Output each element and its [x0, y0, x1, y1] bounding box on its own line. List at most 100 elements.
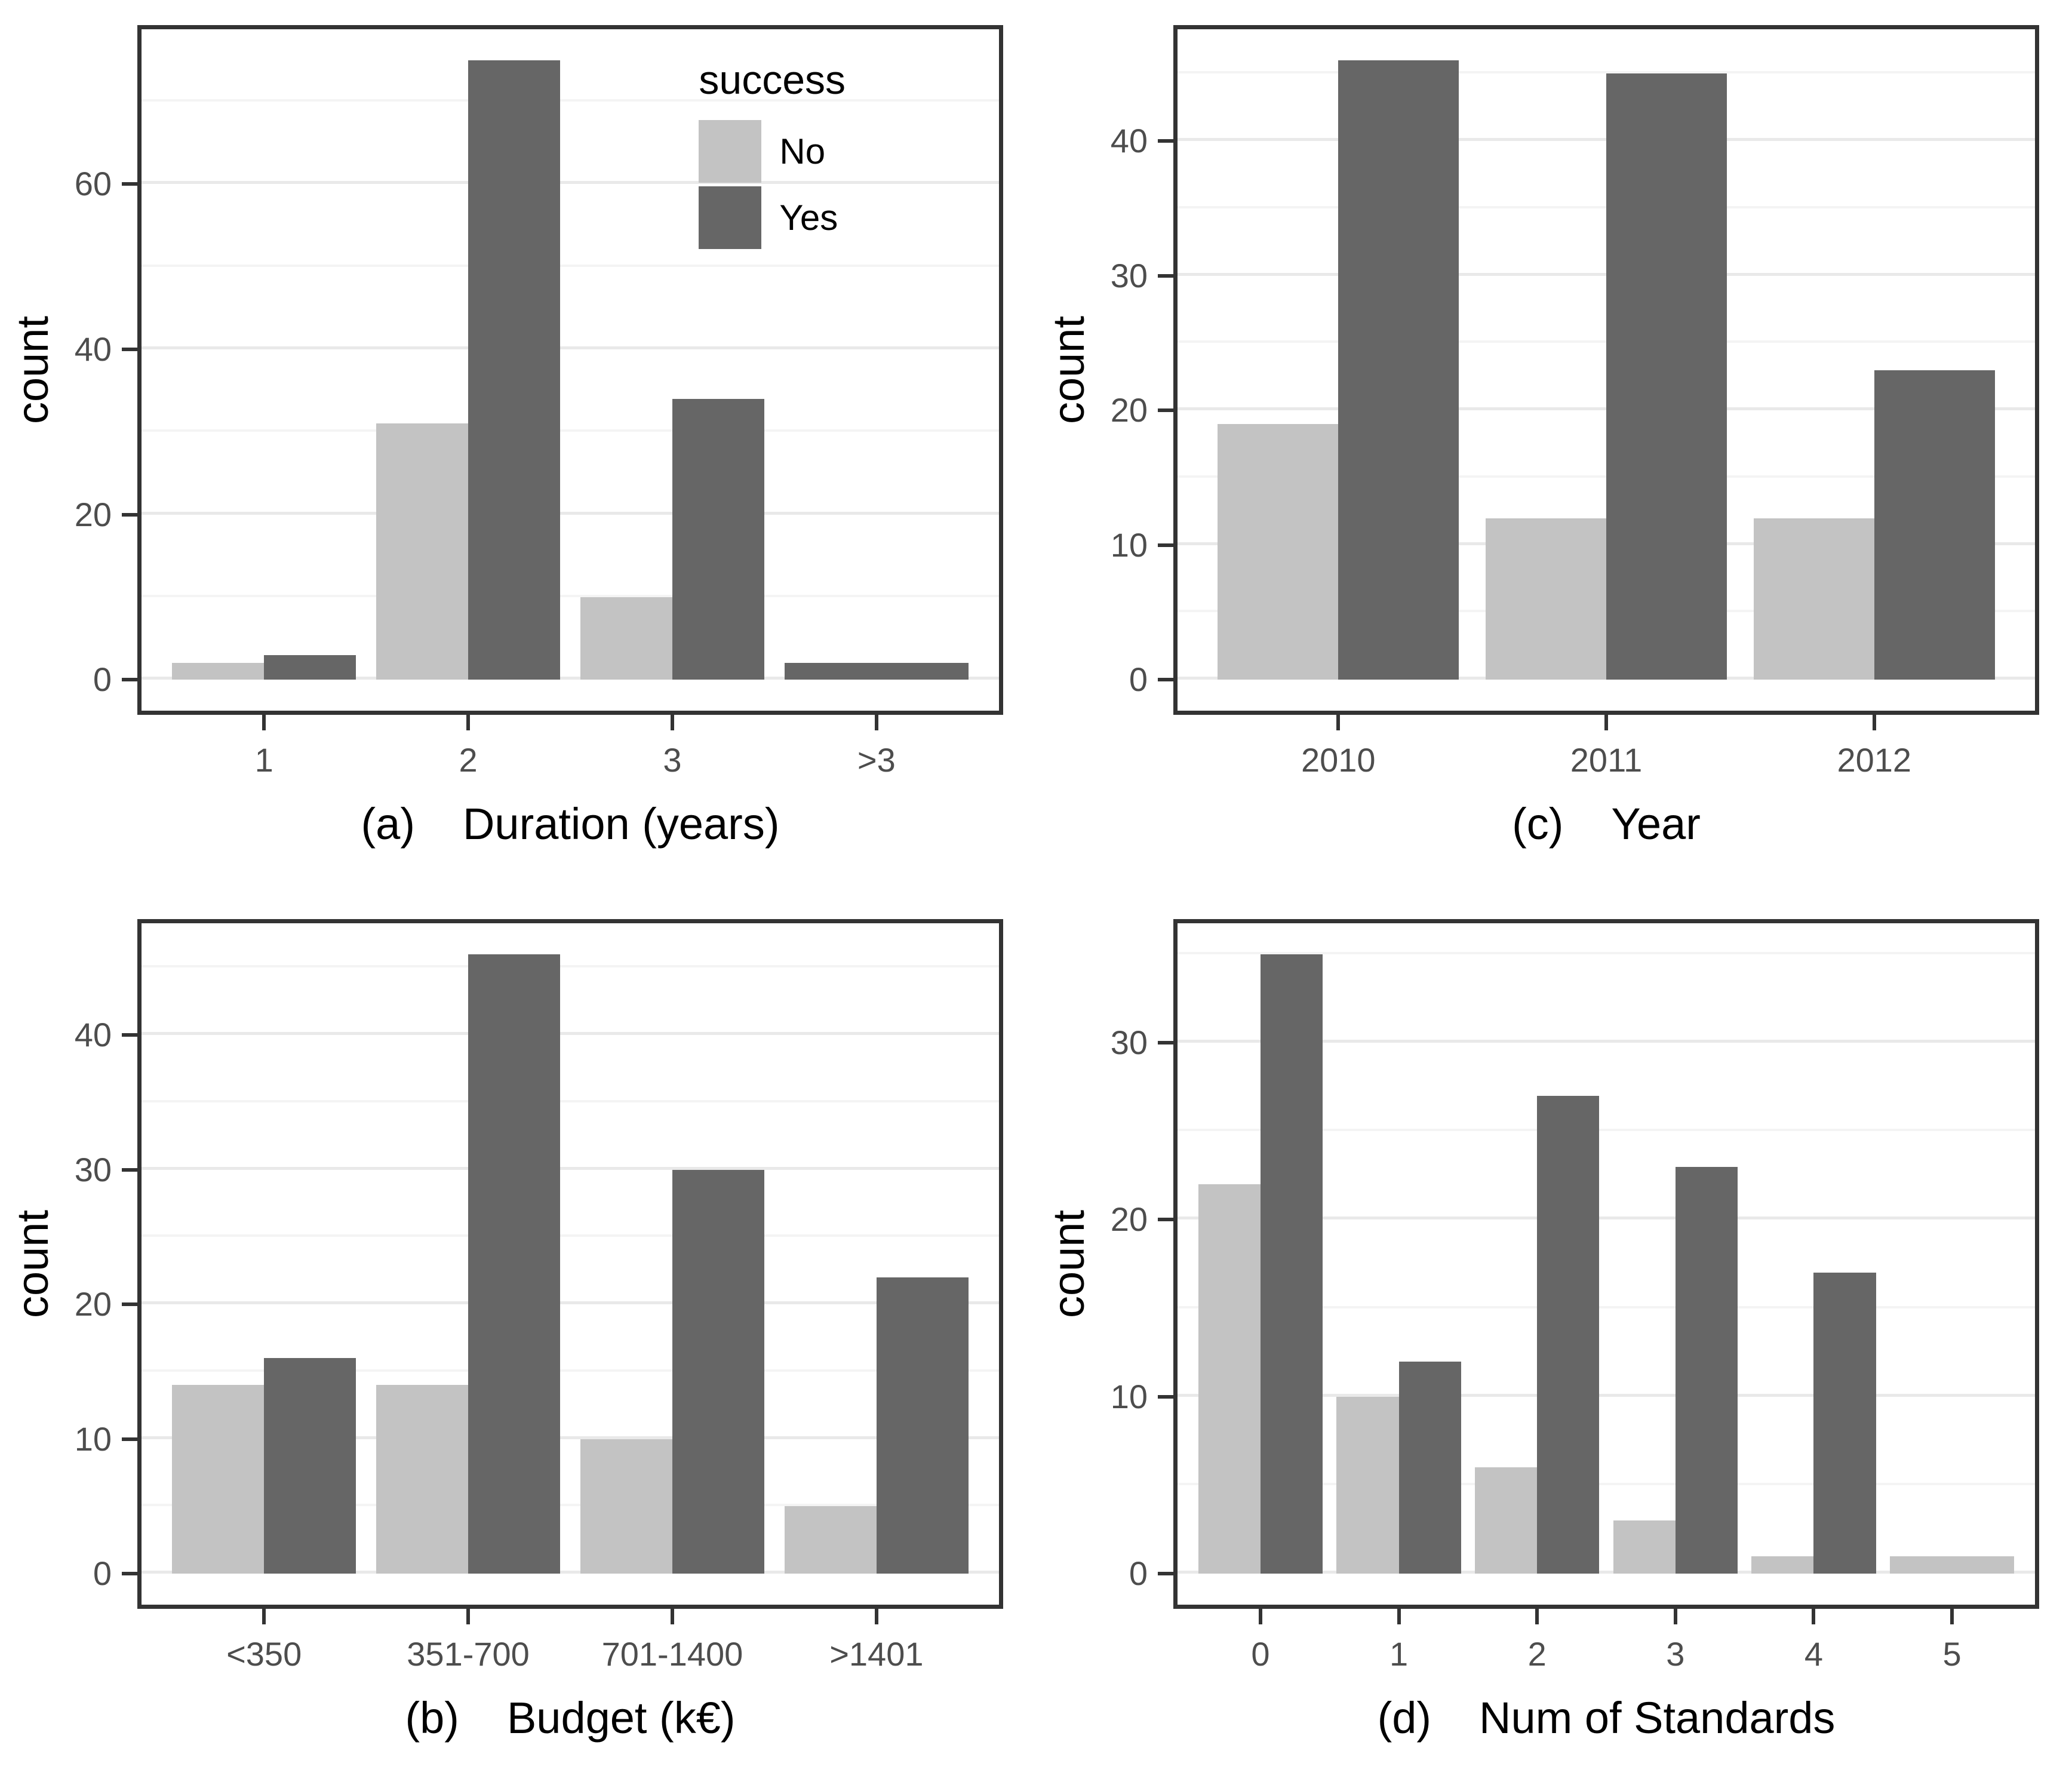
y-tick-label: 0	[1129, 660, 1148, 699]
bar-yes-3	[1675, 1166, 1738, 1574]
y-tick-label: 60	[74, 165, 112, 203]
y-tick-mark	[122, 678, 137, 682]
chart-d-standards: count 0 10 20 30 0 1 2 3 4 5 (d) Num of Standards	[1036, 894, 2072, 1788]
y-tick-label: 30	[1110, 1024, 1148, 1062]
y-tick-mark	[1158, 408, 1173, 413]
x-tick-mark	[670, 715, 674, 730]
y-tick-label: 20	[74, 1285, 112, 1323]
y-tick-mark	[1158, 1041, 1173, 1045]
caption-text: Duration (years)	[462, 799, 780, 849]
legend: success No Yes	[699, 57, 846, 253]
bar-no-2010	[1218, 423, 1339, 680]
y-tick-mark	[122, 1437, 137, 1441]
x-tick-mark	[1258, 1609, 1262, 1624]
legend-label-yes: Yes	[779, 197, 838, 238]
bar-yes-2	[468, 60, 560, 680]
major-gridline	[142, 1436, 999, 1439]
major-gridline	[1178, 1216, 2035, 1220]
bar-yes-2010	[1338, 60, 1459, 680]
bar-yes-3	[672, 398, 764, 680]
x-axis-caption-d: (d) Num of Standards	[1173, 1692, 2039, 1743]
x-tick-label: 0	[1251, 1635, 1270, 1673]
major-gridline	[142, 1301, 999, 1305]
y-tick-label: 20	[74, 495, 112, 533]
minor-gridline	[1178, 1305, 2035, 1308]
major-gridline	[142, 511, 999, 515]
caption-prefix: (a)	[361, 799, 415, 849]
x-tick-label: 701-1400	[601, 1635, 743, 1673]
x-tick-mark	[262, 1609, 266, 1624]
legend-swatch-no	[699, 119, 762, 183]
y-tick-mark	[122, 182, 137, 186]
minor-gridline	[142, 1234, 999, 1237]
y-tick-mark	[1158, 1572, 1173, 1576]
legend-item-yes: Yes	[699, 186, 846, 249]
minor-gridline	[142, 1369, 999, 1372]
bar-yes-2012	[1874, 370, 1995, 680]
bar-yes-0	[1260, 954, 1323, 1574]
bar-yes-4	[1813, 1273, 1876, 1574]
plot-panel-c: 0 10 20 30 40 2010 2011 2012	[1111, 25, 2039, 777]
legend-label-no: No	[779, 131, 826, 171]
y-tick-mark	[1158, 274, 1173, 278]
y-tick-label: 10	[74, 1420, 112, 1458]
y-tick-mark	[122, 1168, 137, 1172]
bar-no-2	[376, 423, 469, 680]
y-tick-label: 0	[1129, 1554, 1148, 1593]
minor-gridline	[1178, 1129, 2035, 1132]
caption-prefix: (c)	[1512, 799, 1564, 849]
bar-no-5	[1889, 1556, 2015, 1574]
x-tick-mark	[1604, 715, 1608, 730]
x-tick-label: 5	[1942, 1635, 1962, 1673]
bar-no->1401	[785, 1506, 877, 1574]
bar-yes->3	[785, 663, 969, 680]
x-tick-mark	[874, 1609, 878, 1624]
legend-swatch-yes	[699, 186, 762, 249]
x-tick-mark	[262, 715, 266, 730]
y-tick-label: 40	[1110, 122, 1148, 160]
y-tick-label: 30	[1110, 256, 1148, 294]
minor-gridline	[142, 99, 999, 102]
x-axis-caption-b: (b) Budget (k€)	[137, 1692, 1003, 1743]
y-tick-label: 10	[1110, 526, 1148, 564]
y-tick-mark	[1158, 678, 1173, 682]
x-tick-mark	[1673, 1609, 1677, 1624]
x-tick-mark	[466, 715, 471, 730]
y-tick-label: 20	[1110, 391, 1148, 429]
minor-gridline	[142, 429, 999, 432]
bar-no-<350	[172, 1385, 265, 1574]
x-tick-label: 2010	[1301, 741, 1376, 779]
bar-no-0	[1198, 1184, 1261, 1574]
x-tick-label: 1	[254, 741, 273, 779]
x-tick-label: <350	[226, 1635, 302, 1673]
chart-b-budget: count 0 10 20 30 40 <350 351-700 701-1400 >1401 …	[0, 894, 1036, 1788]
x-tick-mark	[1812, 1609, 1816, 1624]
major-gridline	[142, 1032, 999, 1036]
major-gridline	[142, 346, 999, 349]
y-tick-mark	[122, 512, 137, 517]
major-gridline	[1178, 1040, 2035, 1043]
bar-yes-351-700	[468, 954, 560, 1574]
x-tick-label: >3	[857, 741, 896, 779]
bar-no-3	[580, 597, 672, 680]
bar-yes-2	[1537, 1095, 1600, 1574]
x-tick-label: 4	[1804, 1635, 1823, 1673]
minor-gridline	[1178, 951, 2035, 954]
minor-gridline	[1178, 71, 2035, 74]
x-tick-mark	[1872, 715, 1876, 730]
x-tick-mark	[1397, 1609, 1401, 1624]
plot-panel-a: success No Yes 0 20 40 60 1 2 3 >3	[75, 25, 1003, 777]
y-tick-label: 10	[1110, 1377, 1148, 1415]
bar-yes-1	[264, 655, 356, 680]
bar-no-2	[1474, 1467, 1538, 1574]
x-tick-label: 2012	[1837, 741, 1912, 779]
major-gridline	[142, 1571, 999, 1574]
minor-gridline	[142, 264, 999, 267]
bar-no-4	[1751, 1556, 1814, 1574]
bar-yes-<350	[264, 1358, 356, 1574]
bar-no-701-1400	[580, 1439, 672, 1574]
major-gridline	[142, 181, 999, 185]
x-tick-mark	[1336, 715, 1341, 730]
bar-yes-1	[1398, 1361, 1461, 1574]
